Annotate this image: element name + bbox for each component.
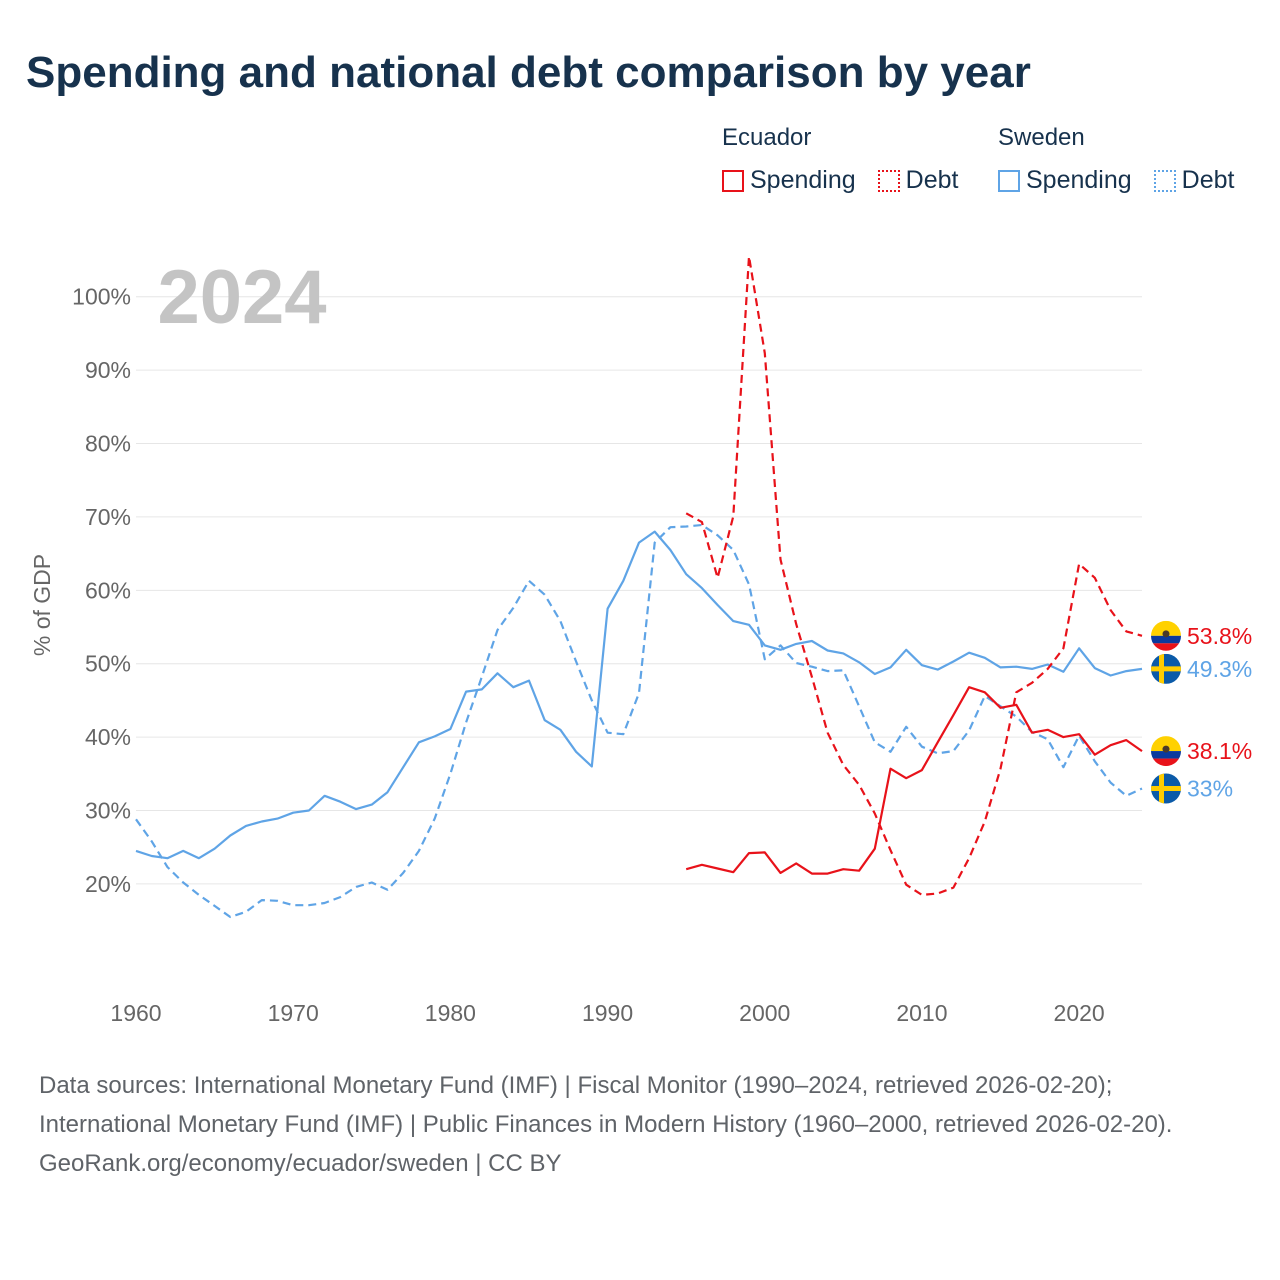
legend-sweden-debt-label: Debt	[1181, 166, 1235, 194]
flag-ecuador-icon	[1151, 620, 1181, 651]
end-value-label: 38.1%	[1187, 738, 1252, 764]
x-tick-label: 2010	[896, 1000, 947, 1026]
x-tick-label: 2000	[739, 1000, 790, 1026]
series-line-ecuador-debt	[685, 255, 1143, 897]
series-line-sweden-debt	[135, 523, 1143, 919]
series-layer	[135, 255, 1143, 919]
year-watermark: 2024	[157, 255, 326, 340]
legend-swatch-dotted-red	[877, 169, 900, 192]
data-sources: Data sources: International Monetary Fun…	[39, 1072, 1173, 1138]
y-tick-label: 80%	[85, 431, 131, 457]
series-line-sweden-spending	[135, 530, 1143, 860]
legend-sweden-debt[interactable]: Debt	[1153, 166, 1235, 195]
flag-sweden-icon	[1151, 653, 1181, 684]
y-tick-label: 30%	[85, 798, 131, 824]
end-value-label: 33%	[1187, 776, 1233, 802]
credit-link[interactable]: GeoRank.org/economy/ecuador/sweden | CC …	[39, 1150, 562, 1177]
y-tick-label: 20%	[85, 871, 131, 897]
legend-ecuador-title: Ecuador	[722, 124, 812, 151]
y-tick-label: 90%	[85, 357, 131, 383]
legend-ecuador-spending[interactable]: Spending	[722, 166, 856, 195]
legend-ecuador-spending-label: Spending	[750, 166, 856, 194]
legend-ecuador: Ecuador Spending Debt	[722, 124, 958, 195]
flag-ecuador-icon	[1151, 736, 1181, 767]
y-tick-label: 40%	[85, 724, 131, 750]
legend-sweden: Sweden Spending Debt	[998, 124, 1234, 195]
legend-sweden-spending[interactable]: Spending	[998, 166, 1132, 195]
y-tick-label: 60%	[85, 577, 131, 603]
series-line-ecuador-spending	[685, 686, 1143, 875]
x-tick-label: 1990	[582, 1000, 633, 1026]
legend-swatch-solid-red	[722, 169, 744, 192]
legend-ecuador-debt[interactable]: Debt	[877, 166, 959, 195]
grid-layer: 20% 30% 40% 50% 60% 70% 80% 90% 100% 1960 1970 1980…	[72, 284, 1142, 1026]
x-tick-label: 1980	[425, 1000, 476, 1026]
y-axis-label: % of GDP	[29, 554, 55, 656]
legend-swatch-dotted-blue	[1153, 169, 1176, 192]
end-value-label: 49.3%	[1187, 656, 1252, 682]
y-tick-label: 100%	[72, 284, 131, 310]
x-tick-label: 1970	[268, 1000, 319, 1026]
x-tick-label: 2020	[1054, 1000, 1105, 1026]
chart-title: Spending and national debt comparison by…	[26, 48, 1031, 97]
legend-sweden-title: Sweden	[998, 124, 1085, 151]
end-value-label: 53.8%	[1187, 623, 1252, 649]
end-marker-layer: 49.3% 33% 38.1% 53.8%	[1151, 620, 1252, 804]
y-tick-label: 70%	[85, 504, 131, 530]
x-tick-label: 1960	[110, 1000, 161, 1026]
y-tick-label: 50%	[85, 651, 131, 677]
footer: Data sources: International Monetary Fun…	[39, 1066, 1239, 1183]
line-chart: 20% 30% 40% 50% 60% 70% 80% 90% 100% 1960 1970 1980…	[29, 255, 1252, 1026]
legend-swatch-solid-blue	[998, 169, 1020, 192]
legend-sweden-spending-label: Spending	[1026, 166, 1132, 194]
legend-ecuador-debt-label: Debt	[905, 166, 959, 194]
flag-sweden-icon	[1151, 773, 1181, 804]
